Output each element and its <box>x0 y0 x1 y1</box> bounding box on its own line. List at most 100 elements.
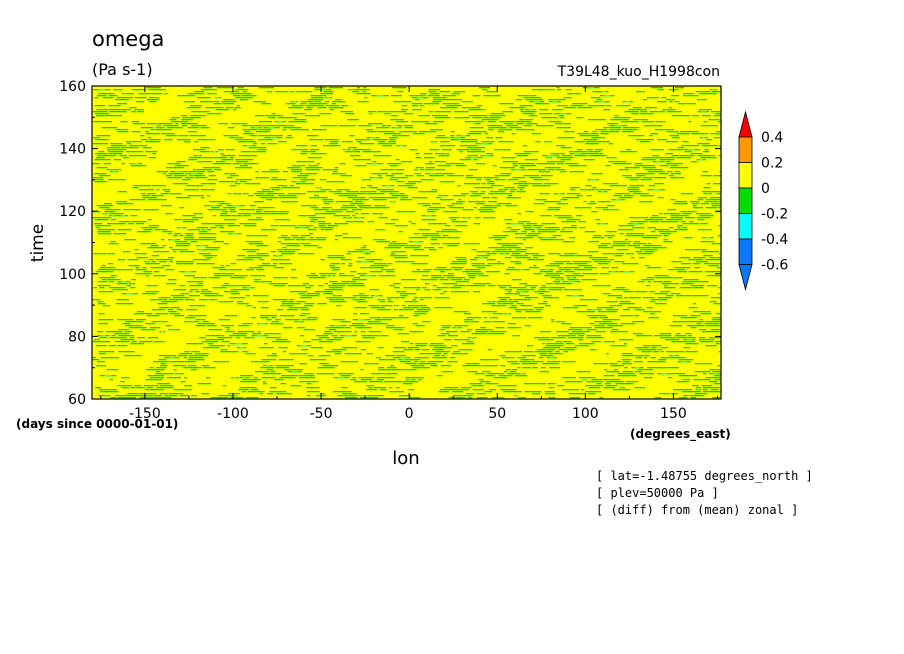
negative-streak <box>455 257 467 259</box>
negative-streak <box>237 141 256 143</box>
negative-streak <box>480 381 491 383</box>
negative-streak <box>236 337 240 339</box>
negative-streak <box>435 231 453 233</box>
negative-streak <box>579 227 586 229</box>
strong-negative-streak <box>680 227 685 229</box>
negative-streak <box>173 235 178 237</box>
negative-streak <box>300 179 316 181</box>
negative-streak <box>187 131 198 133</box>
negative-streak <box>278 197 298 199</box>
negative-streak <box>718 201 721 203</box>
negative-streak <box>655 121 666 123</box>
negative-streak <box>706 275 721 277</box>
negative-streak <box>146 315 160 317</box>
negative-streak <box>244 131 251 133</box>
negative-streak <box>541 285 547 287</box>
negative-streak <box>428 91 437 93</box>
negative-streak <box>524 383 538 385</box>
negative-streak <box>219 203 231 205</box>
negative-streak <box>182 117 201 119</box>
negative-streak <box>451 221 468 223</box>
negative-streak <box>135 97 147 99</box>
negative-streak <box>522 363 538 365</box>
negative-streak <box>394 225 409 227</box>
negative-streak <box>258 139 273 141</box>
negative-streak <box>610 345 627 347</box>
negative-streak <box>308 229 317 231</box>
negative-streak <box>191 111 210 113</box>
negative-streak <box>332 269 340 271</box>
negative-streak <box>146 193 156 195</box>
negative-streak <box>151 195 164 197</box>
negative-streak <box>151 261 156 263</box>
negative-streak <box>640 179 652 181</box>
negative-streak <box>718 225 721 227</box>
negative-streak <box>702 171 709 173</box>
negative-streak <box>300 335 304 337</box>
negative-streak <box>456 201 466 203</box>
negative-streak <box>163 299 168 301</box>
negative-streak <box>306 275 319 277</box>
negative-streak <box>153 341 165 343</box>
negative-streak <box>347 119 360 121</box>
heatmap-field <box>92 86 721 399</box>
negative-streak <box>515 99 523 101</box>
negative-streak <box>186 343 203 345</box>
negative-streak <box>483 177 499 179</box>
negative-streak <box>350 271 357 273</box>
negative-streak <box>331 335 338 337</box>
negative-streak <box>643 245 662 247</box>
negative-streak <box>544 393 556 395</box>
negative-streak <box>131 131 141 133</box>
negative-streak <box>603 109 611 111</box>
strong-negative-streak <box>239 347 244 349</box>
negative-streak <box>518 185 529 187</box>
negative-streak <box>670 165 679 167</box>
negative-streak <box>488 115 506 117</box>
negative-streak <box>184 237 195 239</box>
negative-streak <box>292 177 303 179</box>
negative-streak <box>359 297 373 299</box>
negative-streak <box>609 185 628 187</box>
negative-streak <box>633 119 648 121</box>
negative-streak <box>270 251 276 253</box>
negative-streak <box>277 185 288 187</box>
negative-streak <box>185 235 194 237</box>
negative-streak <box>504 187 515 189</box>
negative-streak <box>492 235 509 237</box>
negative-streak <box>195 291 200 293</box>
negative-streak <box>94 181 108 183</box>
negative-streak <box>686 95 699 97</box>
negative-streak <box>253 201 265 203</box>
negative-streak <box>396 181 405 183</box>
negative-streak <box>617 229 634 231</box>
negative-streak <box>473 223 481 225</box>
negative-streak <box>326 297 341 299</box>
negative-streak <box>252 307 256 309</box>
negative-streak <box>488 201 492 203</box>
negative-streak <box>694 371 711 373</box>
negative-streak <box>147 375 165 377</box>
negative-streak <box>284 249 301 251</box>
negative-streak <box>657 197 664 199</box>
negative-streak <box>245 295 251 297</box>
negative-streak <box>412 197 428 199</box>
negative-streak <box>419 105 425 107</box>
negative-streak <box>352 91 359 93</box>
negative-streak <box>164 93 169 95</box>
strong-negative-streak <box>533 101 540 103</box>
negative-streak <box>546 283 554 285</box>
negative-streak <box>568 165 587 167</box>
negative-streak <box>101 279 107 281</box>
negative-streak <box>516 303 524 305</box>
negative-streak <box>344 327 351 329</box>
negative-streak <box>667 209 677 211</box>
negative-streak <box>591 137 606 139</box>
negative-streak <box>432 349 444 351</box>
negative-streak <box>306 383 312 385</box>
strong-negative-streak <box>688 149 695 151</box>
negative-streak <box>547 89 555 91</box>
negative-streak <box>507 323 516 325</box>
negative-streak <box>117 319 134 321</box>
